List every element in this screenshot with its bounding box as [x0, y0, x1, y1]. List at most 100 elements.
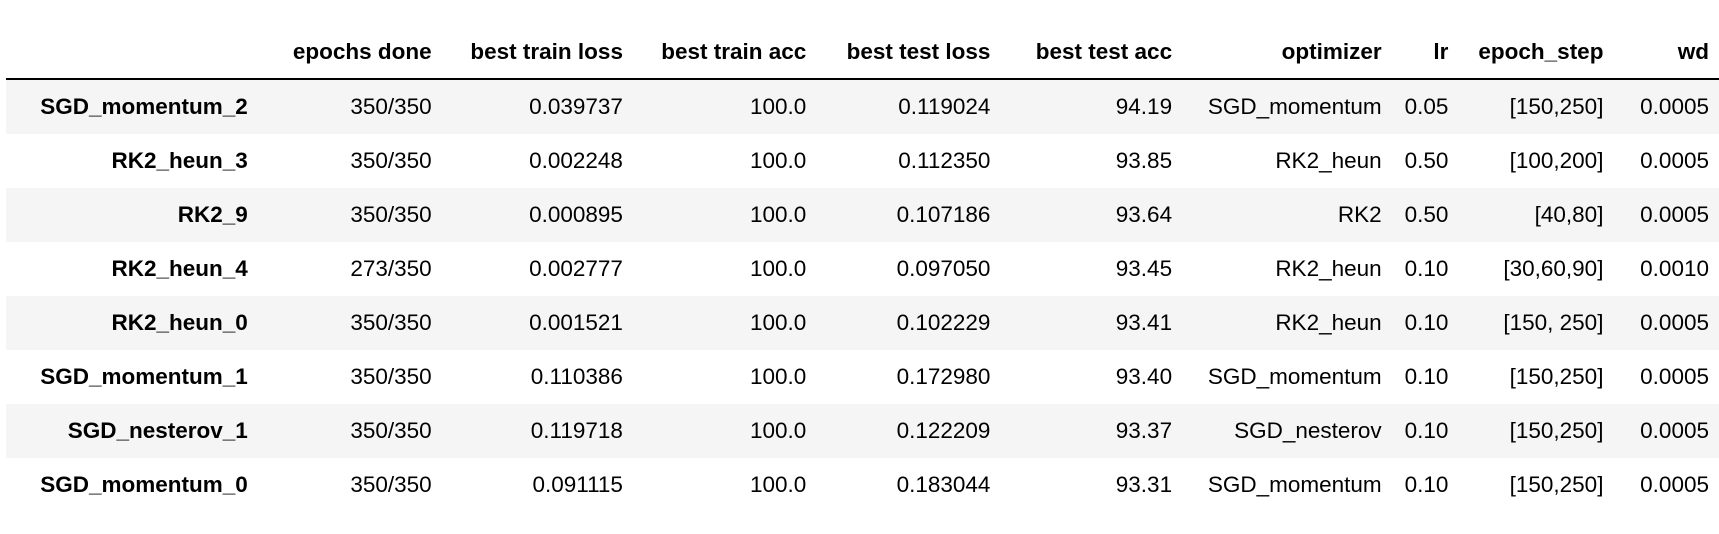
cell-epoch-step: [150,250] [1509, 94, 1604, 119]
cell-best-test-acc: 93.40 [1115, 364, 1173, 389]
cell-epoch-step: [30,60,90] [1503, 256, 1604, 281]
cell-optimizer: SGD_momentum [1207, 94, 1382, 119]
table-header: epochs done best train loss best train a… [6, 26, 1719, 80]
cell-lr: 0.10 [1404, 418, 1449, 443]
cell-epoch-step: [100,200] [1509, 148, 1604, 173]
table-row: RK2_heun_0 350/350 0.001521 100.0 0.102229 93… [6, 296, 1719, 350]
cell-lr: 0.10 [1404, 256, 1449, 281]
cell-best-train-loss: 0.039737 [529, 94, 623, 119]
row-label: SGD_momentum_1 [40, 364, 248, 389]
cell-best-test-loss: 0.183044 [896, 472, 991, 497]
column-header-wd: wd [1613, 26, 1719, 80]
cell-best-train-loss: 0.002248 [529, 148, 623, 173]
cell-best-train-acc: 100.0 [749, 310, 807, 335]
cell-epochs-done: 350/350 [350, 472, 432, 497]
cell-epochs-done: 273/350 [350, 256, 432, 281]
cell-best-train-acc: 100.0 [749, 256, 807, 281]
column-header-best-train-loss: best train loss [441, 26, 633, 80]
cell-wd: 0.0005 [1640, 364, 1709, 389]
cell-optimizer: RK2_heun [1275, 256, 1382, 281]
cell-best-train-acc: 100.0 [749, 418, 807, 443]
cell-best-train-acc: 100.0 [749, 472, 807, 497]
cell-epochs-done: 350/350 [350, 310, 432, 335]
cell-optimizer: SGD_nesterov [1234, 418, 1382, 443]
table-row: SGD_momentum_0 350/350 0.091115 100.0 0.1830… [6, 458, 1719, 512]
row-label: SGD_momentum_0 [40, 472, 248, 497]
column-header-best-train-acc: best train acc [632, 26, 817, 80]
cell-wd: 0.0005 [1640, 472, 1709, 497]
cell-lr: 0.10 [1404, 310, 1449, 335]
cell-best-test-acc: 93.31 [1115, 472, 1173, 497]
cell-best-test-loss: 0.119024 [898, 94, 991, 119]
column-header-epoch-step: epoch_step [1458, 26, 1614, 80]
cell-epochs-done: 350/350 [350, 418, 432, 443]
cell-best-train-loss: 0.001521 [529, 310, 623, 335]
results-table: epochs done best train loss best train a… [6, 26, 1719, 512]
column-header-optimizer: optimizer [1182, 26, 1392, 80]
cell-best-train-acc: 100.0 [749, 202, 807, 227]
cell-optimizer: SGD_momentum [1207, 364, 1382, 389]
column-header-lr: lr [1391, 26, 1459, 80]
cell-best-train-acc: 100.0 [749, 364, 807, 389]
cell-epochs-done: 350/350 [350, 364, 432, 389]
table-row: SGD_momentum_2 350/350 0.039737 100.0 0.1190… [6, 79, 1719, 134]
cell-best-test-acc: 93.64 [1115, 202, 1173, 227]
cell-best-train-loss: 0.119718 [530, 418, 623, 443]
cell-best-train-loss: 0.110386 [530, 364, 623, 389]
cell-wd: 0.0010 [1640, 256, 1709, 281]
cell-best-test-loss: 0.122209 [896, 418, 991, 443]
cell-lr: 0.10 [1404, 472, 1449, 497]
table-row: RK2_heun_3 350/350 0.002248 100.0 0.112350 93… [6, 134, 1719, 188]
cell-best-train-acc: 100.0 [749, 94, 807, 119]
cell-epochs-done: 350/350 [350, 148, 432, 173]
cell-lr: 0.05 [1404, 94, 1449, 119]
cell-optimizer: RK2_heun [1275, 310, 1382, 335]
header-row: epochs done best train loss best train a… [6, 26, 1719, 80]
cell-best-test-acc: 93.45 [1115, 256, 1173, 281]
cell-epochs-done: 350/350 [350, 202, 432, 227]
cell-epoch-step: [40,80] [1534, 202, 1604, 227]
cell-best-train-loss: 0.000895 [529, 202, 623, 227]
results-dataframe: epochs done best train loss best train a… [6, 26, 1719, 512]
cell-best-test-loss: 0.172980 [896, 364, 991, 389]
cell-wd: 0.0005 [1640, 418, 1709, 443]
cell-lr: 0.50 [1404, 148, 1449, 173]
table-body: SGD_momentum_2 350/350 0.039737 100.0 0.1190… [6, 79, 1719, 512]
cell-best-train-loss: 0.002777 [529, 256, 623, 281]
cell-optimizer: RK2 [1337, 202, 1382, 227]
row-label: RK2_heun_0 [111, 310, 248, 335]
cell-epoch-step: [150, 250] [1503, 310, 1604, 335]
column-header-epochs-done: epochs done [259, 26, 442, 80]
table-row: RK2_heun_4 273/350 0.002777 100.0 0.097050 93… [6, 242, 1719, 296]
table-row: SGD_momentum_1 350/350 0.110386 100.0 0.1729… [6, 350, 1719, 404]
cell-lr: 0.50 [1404, 202, 1449, 227]
cell-epochs-done: 350/350 [350, 94, 432, 119]
cell-best-test-loss: 0.102229 [896, 310, 991, 335]
cell-lr: 0.10 [1404, 364, 1449, 389]
cell-best-train-acc: 100.0 [749, 148, 807, 173]
cell-wd: 0.0005 [1640, 202, 1709, 227]
table-row: RK2_9 350/350 0.000895 100.0 0.107186 93.64 RK… [6, 188, 1719, 242]
table-row: SGD_nesterov_1 350/350 0.119718 100.0 0.1222… [6, 404, 1719, 458]
cell-epoch-step: [150,250] [1509, 418, 1604, 443]
cell-best-train-loss: 0.091115 [532, 472, 623, 497]
column-header-best-test-acc: best test acc [1000, 26, 1183, 80]
row-label: RK2_heun_3 [111, 148, 248, 173]
cell-best-test-loss: 0.097050 [896, 256, 991, 281]
cell-optimizer: SGD_momentum [1207, 472, 1382, 497]
cell-best-test-loss: 0.112350 [898, 148, 991, 173]
cell-wd: 0.0005 [1640, 310, 1709, 335]
row-label: RK2_9 [177, 202, 248, 227]
cell-epoch-step: [150,250] [1509, 472, 1604, 497]
row-label: SGD_nesterov_1 [67, 418, 248, 443]
column-header-best-test-loss: best test loss [816, 26, 1001, 80]
cell-epoch-step: [150,250] [1509, 364, 1604, 389]
row-label: RK2_heun_4 [111, 256, 248, 281]
cell-best-test-acc: 93.41 [1115, 310, 1173, 335]
cell-best-test-loss: 0.107186 [896, 202, 991, 227]
cell-best-test-acc: 94.19 [1115, 94, 1173, 119]
cell-wd: 0.0005 [1640, 148, 1709, 173]
row-label: SGD_momentum_2 [40, 94, 248, 119]
cell-best-test-acc: 93.37 [1115, 418, 1173, 443]
cell-wd: 0.0005 [1640, 94, 1709, 119]
